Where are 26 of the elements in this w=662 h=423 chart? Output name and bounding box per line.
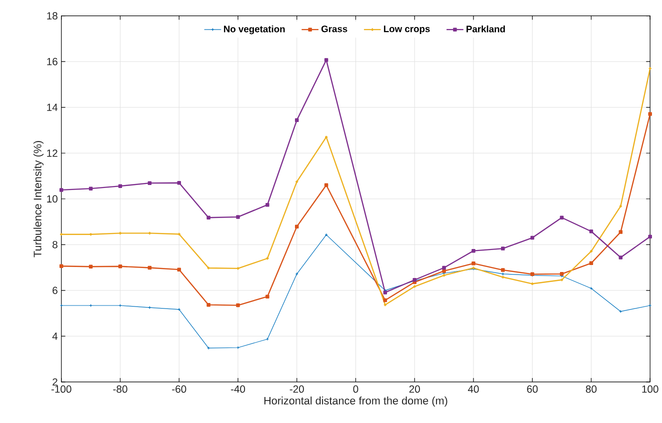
y-tick-label: 4 (52, 332, 58, 340)
legend-label: Grass (321, 26, 348, 32)
x-axis-title: Horizontal distance from the dome (m) (264, 396, 448, 407)
legend-label: Parkland (466, 26, 505, 33)
y-tick-label: 6 (52, 287, 58, 294)
y-tick-label: 12 (47, 150, 58, 157)
legend-label: Low crops (384, 26, 430, 34)
x-tick-label: -20 (290, 386, 304, 393)
x-tick-label: -40 (230, 386, 246, 393)
x-tick-label: 60 (527, 386, 538, 393)
x-tick-label: 20 (409, 386, 420, 393)
y-tick-label: 8 (52, 241, 58, 249)
y-tick-label: 10 (47, 195, 58, 203)
x-tick-label: 40 (468, 386, 479, 393)
legend-label: No vegetation (224, 26, 285, 34)
x-tick-label: -60 (172, 386, 186, 393)
y-tick-label: 16 (47, 58, 58, 66)
y-tick-label: 2 (52, 378, 58, 386)
x-tick-label: 0 (353, 386, 358, 393)
y-axis-title: Turbulence Intensity (%) (33, 141, 44, 258)
x-tick-label: 100 (642, 386, 658, 393)
y-tick-label: 18 (47, 12, 58, 20)
y-tick-label: 14 (47, 104, 58, 112)
x-tick-label: -80 (113, 386, 128, 393)
x-tick-label: -100 (51, 386, 72, 393)
x-tick-label: 80 (586, 386, 597, 393)
